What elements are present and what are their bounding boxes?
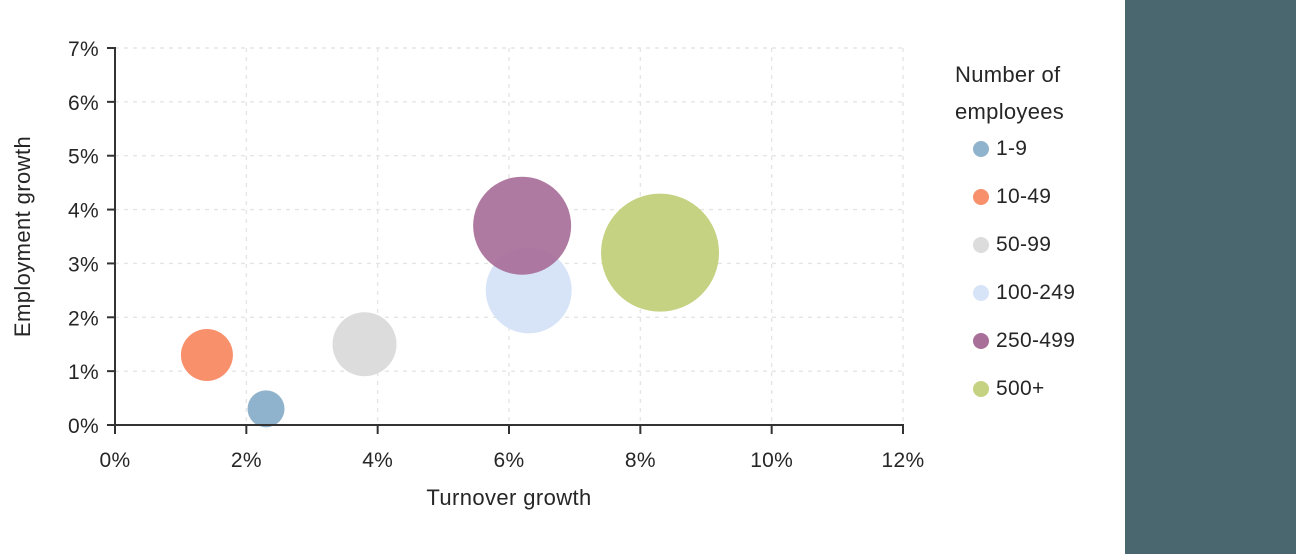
legend-dot-icon — [973, 189, 989, 205]
right-sidebar-panel — [1125, 0, 1296, 554]
legend-dot-icon — [973, 141, 989, 157]
x-tick-label: 12% — [882, 449, 925, 472]
legend-item-label: 250-499 — [996, 329, 1076, 352]
legend-title-line-1: Number of — [955, 62, 1061, 87]
bubble-1-9 — [247, 390, 285, 428]
legend-dot-icon — [973, 285, 989, 301]
x-tick-label: 10% — [750, 449, 793, 472]
x-axis-title: Turnover growth — [426, 485, 591, 510]
x-tick-label: 8% — [625, 449, 656, 472]
bubble-250-499 — [473, 176, 572, 275]
legend-title: Number of employees — [955, 56, 1120, 130]
y-tick-label: 4% — [68, 200, 99, 223]
x-tick-label: 0% — [100, 449, 131, 472]
legend-item-label: 10-49 — [996, 185, 1052, 208]
bubble-50-99 — [332, 312, 397, 377]
legend-item-list: 1-9 10-49 50-99 100-249 250-499 500+ — [955, 134, 1120, 404]
legend-dot-icon — [973, 237, 989, 253]
x-tick-label: 2% — [231, 449, 262, 472]
legend-item-500+: 500+ — [955, 374, 1120, 404]
y-tick-label: 5% — [68, 146, 99, 169]
legend-item-label: 50-99 — [996, 233, 1052, 256]
legend-item-250-499: 250-499 — [955, 326, 1120, 356]
bubble-500+ — [601, 193, 720, 312]
axes: 0% 1% 2% 3% 4% 5% 6% 7% 0% 2% 4% 6% 8% 10% 12% — [68, 38, 924, 472]
legend-item-label: 100-249 — [996, 281, 1076, 304]
legend-title-line-2: employees — [955, 99, 1065, 124]
bubble-series — [180, 176, 720, 428]
y-tick-label: 7% — [68, 38, 99, 61]
legend-dot-icon — [973, 381, 989, 397]
y-tick-label: 0% — [68, 415, 99, 438]
y-tick-label: 2% — [68, 307, 99, 330]
legend-dot-icon — [973, 333, 989, 349]
y-axis-title: Employment growth — [10, 136, 35, 337]
chart-legend: Number of employees 1-9 10-49 50-99 100-249… — [955, 56, 1120, 422]
y-tick-label: 6% — [68, 92, 99, 115]
legend-item-100-249: 100-249 — [955, 278, 1120, 308]
x-tick-label: 4% — [362, 449, 393, 472]
legend-item-50-99: 50-99 — [955, 230, 1120, 260]
legend-item-label: 500+ — [996, 377, 1045, 400]
x-tick-label: 6% — [494, 449, 525, 472]
y-tick-label: 3% — [68, 253, 99, 276]
legend-item-label: 1-9 — [996, 137, 1028, 160]
y-tick-label: 1% — [68, 361, 99, 384]
legend-item-1-9: 1-9 — [955, 134, 1120, 164]
legend-item-10-49: 10-49 — [955, 182, 1120, 212]
bubble-10-49 — [180, 328, 233, 381]
bubble-chart-plot: 0% 1% 2% 3% 4% 5% 6% 7% 0% 2% 4% 6% 8% 10% 12% Turnover… — [10, 38, 924, 510]
